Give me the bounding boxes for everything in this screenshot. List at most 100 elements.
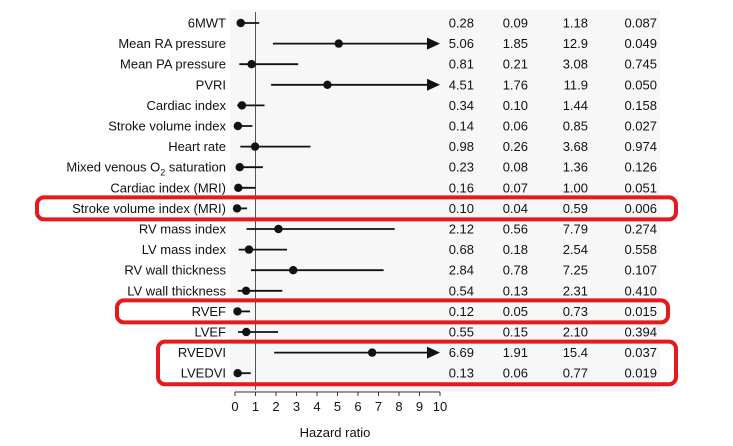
- value-hr: 0.55: [449, 325, 474, 340]
- value-hi: 3.68: [563, 139, 588, 154]
- value-lo: 0.21: [503, 57, 528, 72]
- hazard-ratio-point: [233, 307, 242, 316]
- value-p: 0.087: [624, 16, 657, 31]
- value-hi: 1.44: [563, 98, 588, 113]
- x-axis-title: Hazard ratio: [300, 425, 371, 440]
- value-hi: 2.10: [563, 325, 588, 340]
- hazard-ratio-point: [233, 121, 243, 131]
- row-label: PVRI: [196, 77, 226, 92]
- value-hi: 12.9: [563, 36, 588, 51]
- row-label: RV wall thickness: [124, 263, 226, 278]
- value-hi: 0.77: [563, 366, 588, 381]
- row-label: Stroke volume index (MRI): [72, 201, 226, 216]
- row-label: LVEDVI: [181, 366, 226, 381]
- value-hr: 0.68: [449, 242, 474, 257]
- ci-arrowhead: [427, 346, 440, 359]
- value-hr: 0.12: [449, 304, 474, 319]
- value-hr: 0.34: [449, 98, 474, 113]
- x-tick-label: 9: [416, 399, 423, 414]
- row-label: Mean RA pressure: [118, 36, 226, 51]
- row-label: Stroke volume index: [108, 119, 226, 134]
- ci-arrowhead: [427, 37, 440, 50]
- value-lo: 0.08: [503, 160, 528, 175]
- value-p: 0.051: [624, 180, 657, 195]
- value-p: 0.107: [624, 263, 657, 278]
- value-p: 0.394: [624, 325, 657, 340]
- hazard-ratio-point: [237, 101, 247, 110]
- value-lo: 0.13: [503, 283, 528, 298]
- x-tick-label: 10: [433, 399, 447, 414]
- hazard-ratio-point: [247, 59, 256, 69]
- value-lo: 0.09: [503, 16, 528, 31]
- x-tick-label: 8: [395, 399, 402, 414]
- value-p: 0.050: [624, 77, 657, 92]
- row-label: LV mass index: [142, 242, 227, 257]
- x-tick-label: 6: [354, 399, 361, 414]
- value-hi: 3.08: [563, 57, 588, 72]
- value-hr: 4.51: [449, 77, 474, 92]
- hazard-ratio-point: [235, 163, 244, 172]
- value-hi: 1.18: [563, 16, 588, 31]
- value-lo: 0.18: [503, 242, 528, 257]
- value-lo: 0.05: [503, 304, 528, 319]
- hazard-ratio-point: [274, 224, 283, 234]
- x-tick-label: 4: [313, 399, 320, 414]
- hazard-ratio-point: [244, 245, 254, 254]
- value-lo: 1.85: [503, 36, 528, 51]
- x-tick-label: 5: [334, 399, 341, 414]
- value-hr: 0.54: [449, 283, 474, 298]
- highlight-box: [115, 298, 670, 325]
- value-hi: 0.85: [563, 119, 588, 134]
- value-p: 0.274: [624, 222, 657, 237]
- value-p: 0.037: [624, 345, 657, 360]
- row-label: 6MWT: [188, 16, 226, 31]
- value-hi: 0.59: [563, 201, 588, 216]
- hazard-ratio-point: [242, 327, 251, 337]
- row-label: Cardiac index (MRI): [110, 180, 226, 195]
- value-hr: 6.69: [449, 345, 474, 360]
- row-label: Heart rate: [168, 139, 226, 154]
- value-p: 0.006: [624, 201, 657, 216]
- row-label: LVEF: [194, 325, 226, 340]
- value-hi: 0.73: [563, 304, 588, 319]
- value-hr: 5.06: [449, 36, 474, 51]
- value-lo: 1.76: [503, 77, 528, 92]
- row-label: Cardiac index: [147, 98, 227, 113]
- x-tick-label: 3: [293, 399, 300, 414]
- hazard-ratio-point: [334, 39, 343, 48]
- hazard-ratio-point: [234, 183, 243, 192]
- hazard-ratio-point: [232, 204, 242, 213]
- row-label: RV mass index: [139, 222, 227, 237]
- highlight-box: [156, 339, 678, 387]
- value-lo: 0.15: [503, 325, 528, 340]
- value-lo: 0.78: [503, 263, 528, 278]
- value-p: 0.126: [624, 160, 657, 175]
- value-hr: 0.14: [449, 119, 474, 134]
- value-hr: 2.12: [449, 222, 474, 237]
- plot-panel: [230, 10, 660, 392]
- ci-arrowhead: [427, 78, 440, 91]
- row-label: Mean PA pressure: [120, 57, 226, 72]
- value-p: 0.019: [624, 366, 657, 381]
- value-hr: 0.13: [449, 366, 474, 381]
- value-lo: 0.04: [503, 201, 528, 216]
- value-hr: 2.84: [449, 263, 474, 278]
- hazard-ratio-point: [323, 80, 332, 90]
- value-lo: 0.06: [503, 366, 528, 381]
- value-p: 0.558: [624, 242, 657, 257]
- value-hi: 1.36: [563, 160, 588, 175]
- value-lo: 0.56: [503, 222, 528, 237]
- value-hi: 1.00: [563, 180, 588, 195]
- value-lo: 0.26: [503, 139, 528, 154]
- row-label: RVEDVI: [178, 345, 226, 360]
- x-tick-label: 2: [272, 399, 279, 414]
- value-hi: 2.31: [563, 283, 588, 298]
- value-lo: 0.06: [503, 119, 528, 134]
- hazard-ratio-point: [289, 266, 298, 275]
- value-hr: 0.98: [449, 139, 474, 154]
- value-hr: 0.81: [449, 57, 474, 72]
- value-p: 0.745: [624, 57, 657, 72]
- value-hr: 0.23: [449, 160, 474, 175]
- value-hr: 0.10: [449, 201, 474, 216]
- value-p: 0.974: [624, 139, 657, 154]
